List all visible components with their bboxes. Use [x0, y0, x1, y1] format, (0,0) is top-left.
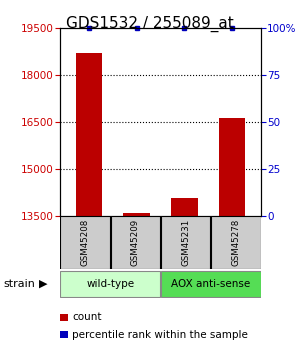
Text: ▶: ▶ — [39, 279, 48, 289]
Bar — [219, 118, 245, 345]
Bar — [123, 213, 150, 345]
Bar — [76, 53, 102, 345]
Bar — [211, 216, 260, 268]
Text: count: count — [72, 313, 101, 322]
Text: strain: strain — [3, 279, 35, 289]
Text: GSM45278: GSM45278 — [231, 219, 240, 266]
Text: wild-type: wild-type — [86, 279, 134, 289]
Bar — [171, 198, 198, 345]
Text: AOX anti-sense: AOX anti-sense — [171, 279, 250, 289]
Bar — [111, 216, 160, 268]
Text: percentile rank within the sample: percentile rank within the sample — [72, 330, 248, 339]
Text: GSM45231: GSM45231 — [181, 219, 190, 266]
Bar — [61, 216, 110, 268]
Bar — [60, 270, 160, 297]
Text: GDS1532 / 255089_at: GDS1532 / 255089_at — [66, 16, 234, 32]
Text: GSM45209: GSM45209 — [131, 219, 140, 266]
Bar — [161, 216, 210, 268]
Text: GSM45208: GSM45208 — [81, 219, 90, 266]
Bar — [161, 270, 261, 297]
